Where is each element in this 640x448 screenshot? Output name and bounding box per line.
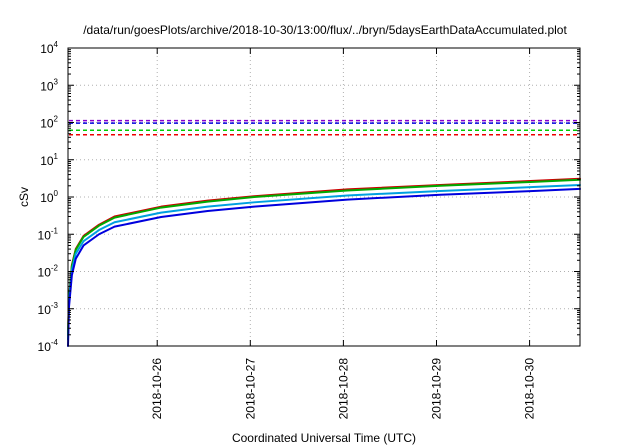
y-tick-label: 102: [40, 115, 58, 131]
y-tick-label: 101: [40, 152, 58, 168]
y-tick-label: 10-1: [38, 226, 59, 242]
y-tick-label: 10-4: [38, 338, 59, 354]
x-tick-label: 2018-10-29: [429, 358, 443, 420]
chart-title: /data/run/goesPlots/archive/2018-10-30/1…: [83, 23, 567, 37]
series-line-3: [67, 184, 581, 341]
series-layer: [67, 119, 581, 347]
y-tick-label: 100: [40, 189, 58, 205]
series-line-4: [67, 187, 581, 347]
x-tick-label: 2018-10-27: [243, 358, 257, 420]
x-axis-label: Coordinated Universal Time (UTC): [232, 431, 416, 445]
x-tick-label: 2018-10-30: [523, 358, 537, 420]
ticks: 10-4 10-3 10-2 10-1 100 101 102 103 104 2018-10-2…: [38, 40, 580, 419]
x-tick-label: 2018-10-26: [150, 358, 164, 420]
y-tick-label: 10-3: [38, 301, 59, 317]
x-tick-label: 2018-10-28: [336, 358, 350, 420]
y-tick-label: 104: [40, 40, 58, 56]
y-tick-label: 103: [40, 77, 58, 93]
y-axis-label: cSv: [17, 187, 31, 207]
y-tick-label: 10-2: [38, 264, 59, 280]
